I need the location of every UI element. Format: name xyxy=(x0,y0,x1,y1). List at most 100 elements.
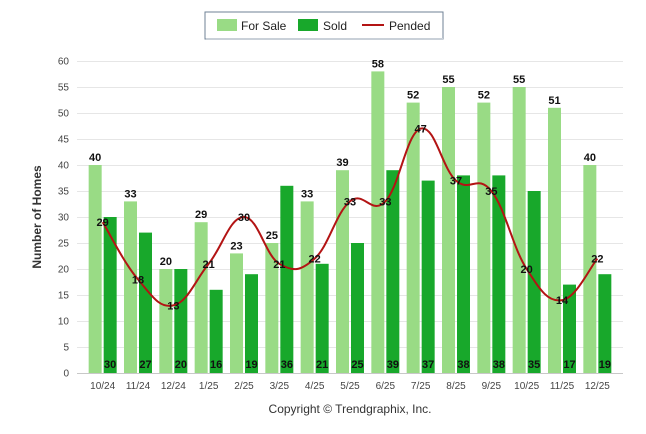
bar-for-sale xyxy=(124,201,137,373)
legend-swatch-for-sale xyxy=(217,19,237,31)
x-tick-label: 8/25 xyxy=(446,381,466,392)
y-tick-label: 30 xyxy=(58,213,70,224)
bar-for-sale xyxy=(88,165,102,373)
copyright-footer: Copyright © Trendgraphix, Inc. xyxy=(269,402,432,416)
x-tick-label: 11/25 xyxy=(550,381,575,392)
label-for-sale: 39 xyxy=(336,157,348,169)
label-pended: 21 xyxy=(273,259,285,271)
label-for-sale: 23 xyxy=(230,240,242,252)
label-sold: 21 xyxy=(316,359,328,371)
label-sold: 16 xyxy=(210,359,222,371)
bar-sold xyxy=(386,170,400,373)
y-tick-label: 50 xyxy=(58,109,70,120)
y-tick-label: 15 xyxy=(58,291,70,302)
label-for-sale: 25 xyxy=(266,230,278,242)
y-axis-title: Number of Homes xyxy=(30,165,44,269)
label-sold: 19 xyxy=(599,359,611,371)
bar-for-sale xyxy=(406,102,420,373)
bar-for-sale xyxy=(371,71,385,374)
bar-for-sale xyxy=(159,269,173,373)
label-for-sale: 55 xyxy=(513,74,525,86)
y-tick-label: 60 xyxy=(58,57,70,68)
legend-swatch-sold xyxy=(298,19,318,31)
bar-sold xyxy=(103,217,117,373)
bar-sold xyxy=(139,232,152,373)
data-labels: 40 30 29 33 27 18 20 20 13 29 16 21 23 19 30 25 36 21 33 21… xyxy=(89,58,611,371)
label-sold: 38 xyxy=(493,359,505,371)
label-sold: 30 xyxy=(104,359,116,371)
label-for-sale: 20 xyxy=(160,256,172,268)
label-sold: 39 xyxy=(387,359,399,371)
label-pended: 47 xyxy=(415,124,427,136)
x-tick-label: 1/25 xyxy=(199,381,219,392)
legend-label-pended: Pended xyxy=(389,19,430,33)
bar-for-sale xyxy=(300,201,314,373)
x-tick-label: 4/25 xyxy=(305,381,325,392)
label-for-sale: 40 xyxy=(584,152,596,164)
y-tick-label: 0 xyxy=(63,369,69,380)
bars xyxy=(88,71,612,374)
x-tick-label: 10/24 xyxy=(90,381,115,392)
axis-ticks: 0 5 10 15 20 25 30 35 40 45 50 55 60 10/24 11/24 12/24 1… xyxy=(58,57,610,393)
bar-for-sale xyxy=(477,102,491,373)
legend: For Sale Sold Pended xyxy=(204,11,444,40)
label-sold: 19 xyxy=(245,359,257,371)
label-sold: 35 xyxy=(528,359,540,371)
label-pended: 33 xyxy=(344,196,356,208)
label-pended: 33 xyxy=(379,196,391,208)
label-sold: 36 xyxy=(281,359,293,371)
pended-line xyxy=(101,127,599,307)
y-tick-label: 5 xyxy=(63,343,69,354)
bar-sold xyxy=(174,269,188,373)
label-for-sale: 52 xyxy=(407,90,419,102)
x-tick-label: 5/25 xyxy=(340,381,360,392)
y-tick-label: 40 xyxy=(58,161,70,172)
label-pended: 21 xyxy=(203,259,215,271)
label-sold: 17 xyxy=(563,359,575,371)
bar-sold xyxy=(492,175,506,373)
label-pended: 13 xyxy=(167,300,179,312)
y-tick-label: 20 xyxy=(58,265,70,276)
legend-label-for-sale: For Sale xyxy=(241,19,287,33)
x-tick-label: 2/25 xyxy=(234,381,254,392)
label-for-sale: 33 xyxy=(124,188,136,200)
label-for-sale: 51 xyxy=(548,95,560,107)
label-sold: 38 xyxy=(457,359,469,371)
y-tick-label: 10 xyxy=(58,317,70,328)
y-tick-label: 45 xyxy=(58,135,70,146)
x-tick-label: 10/25 xyxy=(514,381,539,392)
x-tick-label: 3/25 xyxy=(270,381,290,392)
label-pended: 37 xyxy=(450,176,462,188)
x-tick-label: 12/24 xyxy=(161,381,186,392)
legend-box xyxy=(204,11,444,40)
bar-sold xyxy=(209,289,223,373)
bar-for-sale xyxy=(230,253,243,373)
label-for-sale: 40 xyxy=(89,152,101,164)
bar-sold xyxy=(315,263,329,373)
bar-sold xyxy=(351,243,364,373)
label-for-sale: 55 xyxy=(442,74,454,86)
label-pended: 35 xyxy=(485,186,497,198)
label-for-sale: 33 xyxy=(301,188,313,200)
bar-for-sale xyxy=(265,243,279,373)
label-for-sale: 58 xyxy=(372,58,384,70)
x-tick-label: 12/25 xyxy=(585,381,610,392)
bar-sold xyxy=(280,185,294,373)
label-pended: 20 xyxy=(521,264,533,276)
label-sold: 27 xyxy=(139,359,151,371)
bar-sold xyxy=(245,274,258,373)
bar-sold xyxy=(598,274,612,373)
label-pended: 29 xyxy=(97,217,109,229)
label-for-sale: 29 xyxy=(195,209,207,221)
y-tick-label: 35 xyxy=(58,187,70,198)
label-sold: 20 xyxy=(175,359,187,371)
label-sold: 37 xyxy=(422,359,434,371)
label-pended: 30 xyxy=(238,212,250,224)
x-tick-label: 11/24 xyxy=(126,381,151,392)
legend-label-sold: Sold xyxy=(323,19,347,33)
pended-line-layer xyxy=(101,127,599,307)
bar-sold xyxy=(457,175,470,373)
label-for-sale: 52 xyxy=(478,90,490,102)
bar-sold xyxy=(421,180,435,373)
label-pended: 18 xyxy=(132,274,144,286)
